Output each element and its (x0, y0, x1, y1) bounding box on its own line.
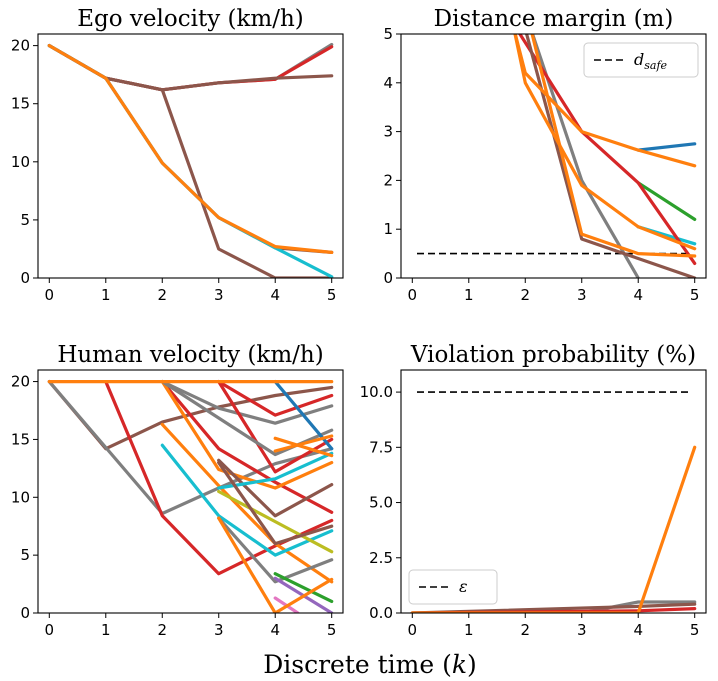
legend-label: ε (459, 577, 468, 596)
series-line-h8 (160, 443, 334, 557)
y-tick-label: 2 (383, 171, 393, 189)
panel-distance-margin: Distance margin (m) 0 1 2 3 4 5 0 1 2 3 4 5 dsafe (383, 6, 707, 304)
x-tick-label: 0 (408, 621, 418, 639)
y-tick-label: 0 (20, 269, 30, 287)
x-tick-label: 4 (633, 286, 643, 304)
x-tick-label: 5 (690, 621, 700, 639)
chart-title: Human velocity (km/h) (57, 342, 323, 368)
legend-box (583, 42, 699, 78)
x-tick-label: 2 (157, 286, 167, 304)
figure-xlabel: Discrete time (k) (263, 650, 477, 679)
series-group (47, 380, 334, 613)
y-tick-label: 0.0 (369, 604, 393, 622)
series-group (47, 42, 334, 278)
series-line-h7 (160, 422, 334, 584)
y-tick-label: 10.0 (360, 383, 393, 401)
series-line-s8 (513, 34, 697, 251)
y-tick-label: 4 (383, 74, 393, 92)
series-line-f (47, 43, 334, 278)
y-tick-label: 20 (11, 373, 30, 391)
x-tick-label: 5 (327, 621, 337, 639)
y-tick-label: 1 (383, 220, 393, 238)
x-tick-label: 0 (408, 286, 418, 304)
series-line-h22 (217, 516, 334, 613)
series-line-d (47, 43, 334, 278)
y-tick-label: 10 (11, 153, 30, 171)
x-tick-label: 5 (327, 286, 337, 304)
series-line-h16 (217, 516, 334, 584)
legend-box (408, 569, 498, 605)
series-line-h23 (273, 434, 334, 453)
panel-ego-velocity: Ego velocity (km/h) 0 1 2 3 4 5 0 5 10 15 20 (11, 6, 344, 304)
series-line-s1 (636, 142, 697, 152)
legend: ε (408, 569, 498, 605)
series-line-p4 (410, 445, 697, 613)
y-tick-label: 5.0 (369, 494, 393, 512)
y-tick-label: 5 (20, 546, 30, 564)
x-tick-label: 2 (520, 286, 530, 304)
chart-title: Violation probability (%) (410, 342, 696, 368)
series-line-h11 (217, 489, 334, 554)
x-tick-label: 3 (214, 286, 224, 304)
y-tick-label: 20 (11, 37, 30, 55)
series-line-h6 (160, 380, 334, 514)
axes-frame (400, 33, 707, 279)
axes-frame (37, 33, 344, 279)
panel-violation-probability: Violation probability (%) 0 1 2 3 4 5 0.0 2.5 5.0… (360, 342, 707, 639)
x-tick-label: 3 (577, 286, 587, 304)
x-tick-label: 1 (464, 621, 474, 639)
series-group (410, 445, 697, 613)
series-line-s9 (530, 34, 697, 258)
x-tick-label: 2 (520, 621, 530, 639)
y-tick-label: 15 (11, 430, 30, 448)
x-tick-label: 1 (464, 286, 474, 304)
chart-title: Ego velocity (km/h) (77, 6, 304, 32)
y-tick-label: 15 (11, 95, 30, 113)
series-line-h9 (160, 380, 334, 490)
x-tick-label: 4 (633, 621, 643, 639)
panel-human-velocity: Human velocity (km/h) 0 1 2 3 4 5 0 5 10 15 20 (11, 342, 344, 639)
series-line-h13 (160, 380, 334, 457)
series-line-s2 (636, 181, 697, 221)
series-line-h18 (273, 436, 334, 458)
x-tick-label: 3 (214, 621, 224, 639)
axes-frame (37, 369, 344, 614)
y-tick-label: 5 (383, 25, 393, 43)
series-line-h14 (217, 451, 334, 490)
legend-label: dsafe (634, 50, 668, 72)
series-line-s5 (518, 34, 697, 265)
series-group (513, 34, 697, 278)
series-line-h5 (217, 380, 334, 417)
series-line-h15 (217, 461, 334, 546)
legend: dsafe (583, 42, 699, 78)
y-tick-label: 2.5 (369, 549, 393, 567)
x-tick-label: 4 (270, 621, 280, 639)
y-tick-label: 7.5 (369, 438, 393, 456)
x-tick-label: 3 (577, 621, 587, 639)
y-tick-label: 10 (11, 488, 30, 506)
series-line-b (47, 43, 334, 92)
chart-title: Distance margin (m) (434, 6, 674, 32)
series-line-a (47, 42, 334, 92)
x-tick-label: 1 (101, 286, 111, 304)
x-tick-label: 2 (157, 621, 167, 639)
y-tick-label: 0 (20, 604, 30, 622)
series-line-g (47, 43, 334, 254)
y-tick-label: 0 (383, 269, 393, 287)
x-tick-label: 0 (45, 286, 55, 304)
y-tick-label: 3 (383, 123, 393, 141)
x-tick-label: 0 (45, 621, 55, 639)
x-tick-label: 5 (690, 286, 700, 304)
x-tick-label: 1 (101, 621, 111, 639)
x-tick-label: 4 (270, 286, 280, 304)
series-line-h19 (273, 572, 334, 604)
y-tick-label: 5 (20, 211, 30, 229)
series-line-c (47, 43, 334, 92)
axes-frame (400, 369, 707, 614)
series-line-h10 (217, 458, 334, 518)
